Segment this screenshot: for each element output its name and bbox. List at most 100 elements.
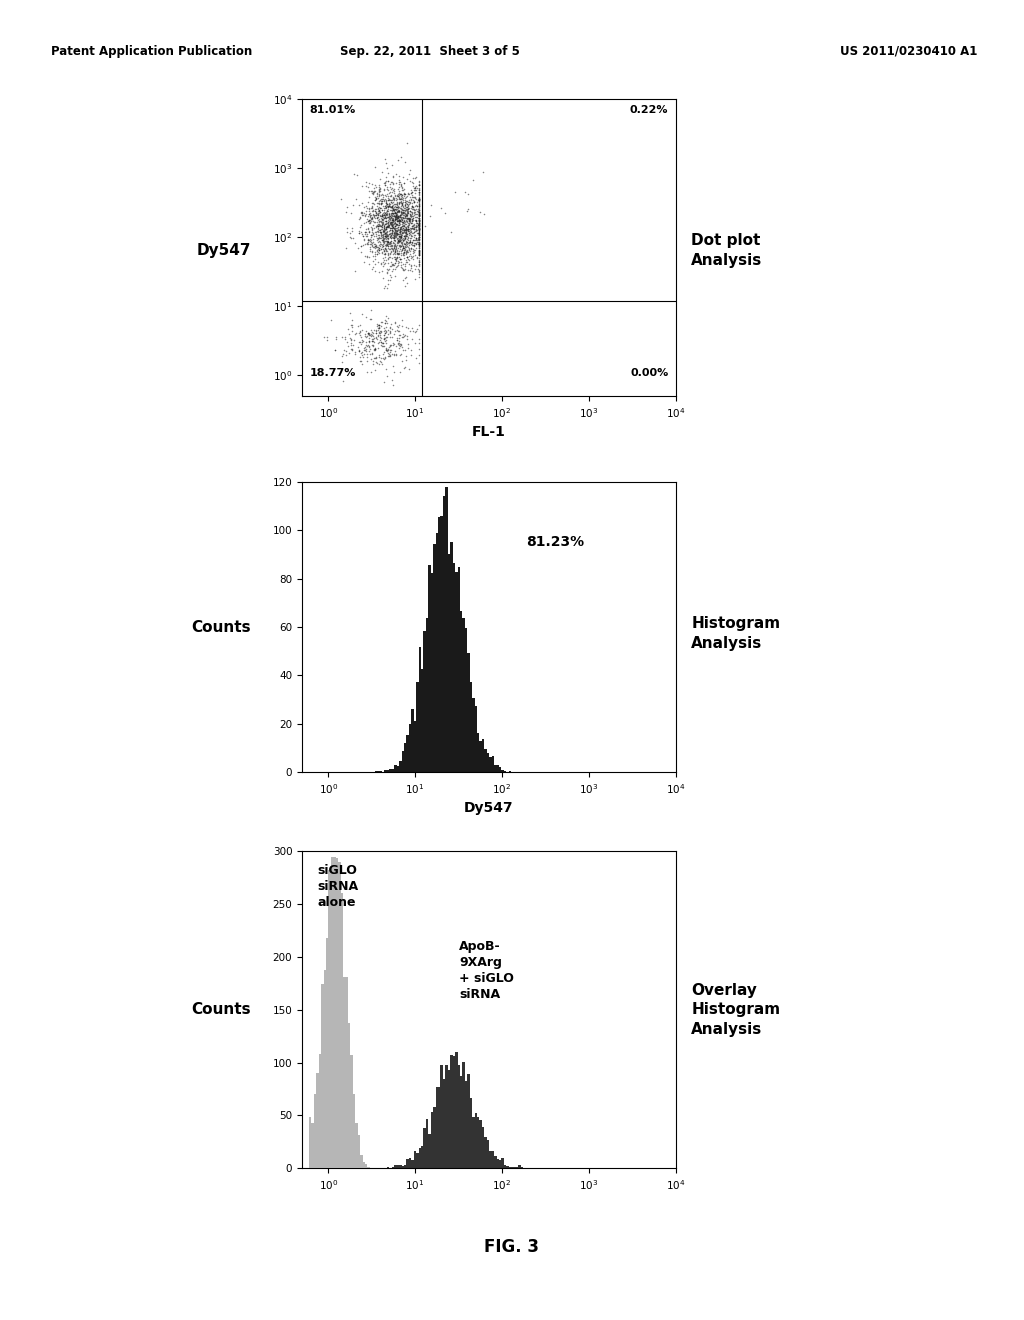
Point <box>388 232 404 253</box>
Point <box>392 362 409 383</box>
Point <box>380 224 396 246</box>
Point <box>386 341 402 362</box>
Point <box>382 244 398 265</box>
Point <box>390 173 407 194</box>
Point <box>376 180 392 201</box>
Point <box>385 210 401 231</box>
Point <box>411 191 427 213</box>
Point <box>400 238 417 259</box>
Point <box>379 224 395 246</box>
Point <box>387 209 403 230</box>
Point <box>375 347 391 368</box>
Point <box>399 260 416 281</box>
Point <box>392 335 409 356</box>
Point <box>385 191 401 213</box>
Point <box>357 246 374 267</box>
Point <box>402 257 419 279</box>
Point <box>387 313 403 334</box>
Point <box>377 346 393 367</box>
Point <box>417 215 433 236</box>
Bar <box>438 517 440 772</box>
Point <box>399 318 416 339</box>
Point <box>375 228 391 249</box>
Point <box>356 337 373 358</box>
Point <box>376 202 392 223</box>
Point <box>398 235 415 256</box>
Point <box>381 195 397 216</box>
Point <box>375 183 391 205</box>
Point <box>384 209 400 230</box>
Point <box>391 226 408 247</box>
Point <box>394 244 411 265</box>
Point <box>397 216 414 238</box>
Point <box>387 239 403 260</box>
Point <box>411 218 427 239</box>
Point <box>375 333 391 354</box>
Point <box>411 178 427 199</box>
Point <box>390 216 407 238</box>
Point <box>373 198 389 219</box>
Point <box>372 222 388 243</box>
Point <box>375 213 391 234</box>
Bar <box>465 628 467 772</box>
Point <box>382 339 398 360</box>
Point <box>377 276 393 297</box>
Point <box>375 223 391 244</box>
Point <box>371 325 387 346</box>
Point <box>411 234 427 255</box>
Point <box>361 343 378 364</box>
Point <box>380 346 396 367</box>
Point <box>399 197 416 218</box>
Point <box>390 214 407 235</box>
Point <box>369 322 385 343</box>
Point <box>389 185 406 206</box>
Point <box>382 177 398 198</box>
Point <box>372 234 388 255</box>
Point <box>380 170 396 191</box>
Point <box>371 243 387 264</box>
Point <box>406 218 422 239</box>
Point <box>383 223 399 244</box>
Point <box>386 201 402 222</box>
Point <box>367 207 383 228</box>
Point <box>371 321 387 342</box>
Point <box>400 191 417 213</box>
Point <box>380 235 396 256</box>
Point <box>378 341 394 362</box>
Point <box>364 220 380 242</box>
Point <box>370 338 386 359</box>
Point <box>395 327 412 348</box>
Point <box>386 222 402 243</box>
Point <box>368 177 384 198</box>
Point <box>397 195 414 216</box>
Point <box>396 228 413 249</box>
Point <box>369 236 385 257</box>
Point <box>371 214 387 235</box>
Point <box>383 191 399 213</box>
Point <box>380 343 396 364</box>
Point <box>411 240 427 261</box>
Point <box>386 224 402 246</box>
Point <box>378 224 394 246</box>
Point <box>367 338 383 359</box>
Point <box>378 211 394 232</box>
Point <box>389 210 406 231</box>
Point <box>393 232 410 253</box>
Point <box>373 253 389 275</box>
Bar <box>474 706 477 772</box>
Point <box>411 228 427 249</box>
Point <box>411 174 427 195</box>
Point <box>377 206 393 227</box>
Point <box>398 218 415 239</box>
Point <box>378 219 394 240</box>
Bar <box>322 985 324 1168</box>
Point <box>410 231 426 252</box>
Point <box>386 252 402 273</box>
Point <box>408 198 424 219</box>
Point <box>411 224 427 246</box>
Point <box>379 339 395 360</box>
Point <box>386 238 402 259</box>
Point <box>365 257 381 279</box>
Point <box>356 197 373 218</box>
Point <box>375 343 391 364</box>
